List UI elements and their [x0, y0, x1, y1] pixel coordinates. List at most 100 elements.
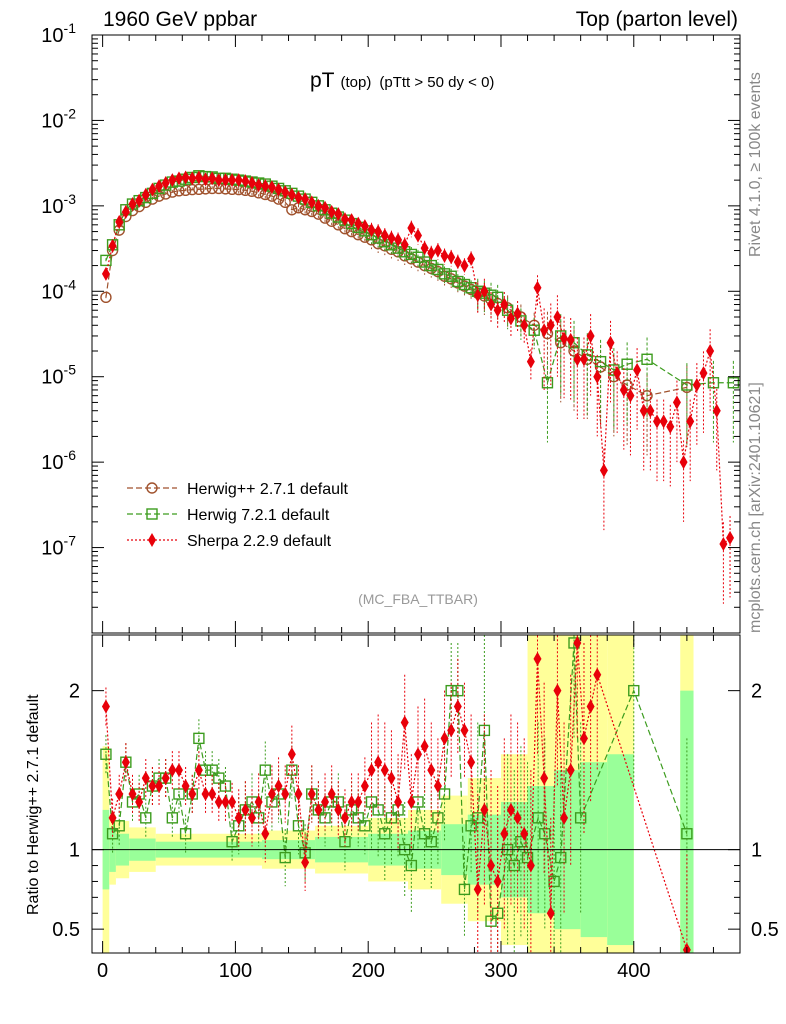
- ratio-point: [506, 802, 515, 817]
- legend: Herwig++ 2.7.1 default Herwig 7.2.1 defau…: [127, 481, 349, 550]
- ratio-point: [327, 787, 336, 801]
- ratio-point: [234, 810, 243, 825]
- main-point: [286, 204, 298, 216]
- ratio-point: [128, 787, 137, 801]
- main-point: [487, 297, 496, 312]
- ratio-point: [540, 771, 549, 786]
- legend-label: Herwig 7.2.1 default: [187, 507, 330, 524]
- main-point: [307, 195, 316, 210]
- ratio-point: [526, 858, 535, 873]
- main-line-herwig-2-7-1-default: [105, 187, 688, 397]
- main-point: [115, 214, 124, 229]
- ratio-point: [480, 802, 489, 817]
- main-point: [653, 414, 662, 429]
- ratio-point: [380, 763, 389, 778]
- main-point: [573, 352, 582, 367]
- ratio-point: [473, 882, 482, 897]
- ratio-point: [560, 810, 569, 825]
- ytick-label: 10-5: [41, 362, 76, 389]
- ratio-point: [267, 787, 276, 801]
- main-point: [354, 216, 363, 231]
- main-point: [641, 353, 653, 365]
- main-point: [327, 204, 336, 219]
- main-point: [500, 297, 509, 312]
- ratio-point: [101, 699, 110, 714]
- ratio-point: [259, 764, 271, 776]
- main-point: [347, 213, 356, 228]
- ratio-point: [425, 836, 437, 848]
- ratio-point: [579, 731, 588, 746]
- ratio-point: [440, 731, 449, 746]
- ratio-point: [161, 771, 170, 786]
- ratio-point: [279, 851, 291, 864]
- ytick-label: 10-7: [41, 533, 76, 560]
- ratio-point: [407, 794, 416, 809]
- main-point: [619, 382, 628, 397]
- main-point: [506, 311, 515, 326]
- main-point: [541, 377, 554, 389]
- main-point: [420, 241, 429, 256]
- main-point: [686, 414, 695, 429]
- ratio-point: [359, 820, 371, 832]
- ratio-point: [555, 851, 567, 864]
- ratio-point: [460, 723, 469, 738]
- main-point: [121, 204, 130, 219]
- main-point: [281, 185, 290, 200]
- ytick-label: 10-2: [41, 105, 76, 132]
- legend-entry-herwig-2-7-1-default: Herwig++ 2.7.1 default: [127, 481, 349, 498]
- xtick-label: 200: [352, 960, 385, 982]
- ratio-point: [513, 810, 522, 825]
- ratio-point: [465, 820, 477, 832]
- main-point: [314, 198, 323, 213]
- main-point: [520, 318, 529, 333]
- ratio-point: [487, 858, 496, 873]
- axes-ticks: 10-1 10-2 10-3 10-4 10-5 10-6 10-7 0.5 0.5 1 1 2 2 0 1…: [41, 20, 779, 982]
- ratio-point: [467, 755, 476, 770]
- ratio-point: [546, 906, 555, 921]
- process-label: Top (parton level): [575, 8, 738, 31]
- main-point: [367, 223, 376, 238]
- main-point: [633, 362, 642, 377]
- watermark: (MC_FBA_TTBAR): [358, 591, 478, 607]
- main-panel-series: [100, 170, 740, 604]
- main-point: [613, 366, 622, 381]
- main-point: [407, 221, 416, 236]
- main-point: [427, 246, 436, 261]
- main-point: [287, 187, 296, 202]
- ratio-point: [254, 794, 263, 809]
- ratio-point: [188, 787, 197, 801]
- ratio-point: [447, 723, 456, 738]
- collision-label: 1960 GeV ppbar: [103, 8, 258, 31]
- main-point: [719, 537, 728, 552]
- main-point: [641, 389, 653, 402]
- main-point: [241, 174, 250, 189]
- main-point: [526, 354, 535, 369]
- legend-entry-herwig-7-2-1-default: Herwig 7.2.1 default: [127, 507, 330, 524]
- ratio-point: [520, 826, 529, 841]
- main-point: [234, 173, 243, 188]
- ratio-ytick-label-right: 0.5: [751, 919, 779, 941]
- main-point: [460, 258, 469, 273]
- ratio-ytick-label-left: 1: [69, 840, 80, 862]
- ratio-point: [400, 715, 409, 730]
- main-point: [148, 182, 157, 197]
- ratio-point: [292, 820, 305, 832]
- mcplots-label: mcplots.cern.ch [arXiv:2401.10621]: [747, 382, 764, 633]
- ratio-point: [228, 794, 237, 809]
- ratio-point: [438, 788, 451, 800]
- main-point: [707, 377, 720, 389]
- ratio-point: [427, 763, 436, 778]
- ratio-point: [418, 828, 431, 840]
- ratio-point: [387, 771, 396, 786]
- ratio-point: [166, 812, 179, 824]
- main-point: [321, 200, 330, 215]
- ytick-label: 10-4: [41, 276, 76, 303]
- main-point: [201, 172, 210, 187]
- main-herwig-7-2-1-default: [100, 170, 740, 445]
- main-point: [594, 355, 607, 368]
- ratio-point: [287, 747, 296, 762]
- ratio-point: [548, 875, 560, 888]
- ratio-point: [566, 763, 575, 778]
- ratio-point: [168, 763, 177, 778]
- main-point: [621, 358, 633, 370]
